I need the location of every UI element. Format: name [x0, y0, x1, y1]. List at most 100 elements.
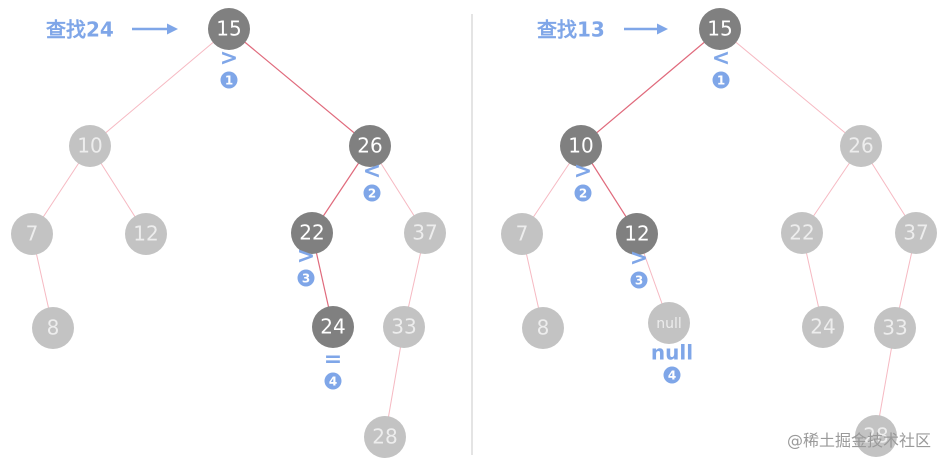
step-number-badge — [220, 71, 238, 89]
comparison-symbol: > — [574, 159, 592, 184]
node-label: 22 — [299, 221, 324, 245]
node-circle — [291, 212, 333, 254]
query-label: 查找13 — [537, 18, 605, 42]
node-label: 26 — [357, 134, 382, 158]
tree-node-22: 22 — [781, 212, 823, 254]
watermark: @稀土掘金技术社区 — [786, 431, 931, 450]
node-circle — [32, 307, 74, 349]
node-label: 7 — [516, 222, 529, 246]
panel-search-24: 查找24 15 10 26 7 12 22 37 8 24 33 28 >1 <2 >3 =4 — [11, 8, 446, 458]
node-label: 8 — [47, 316, 60, 340]
search-step-1: >1 — [220, 46, 238, 89]
comparison-symbol: null — [651, 341, 693, 365]
comparison-symbol: < — [712, 46, 730, 71]
tree-node-37: 37 — [895, 212, 937, 254]
search-step-4: null 4 — [651, 341, 693, 384]
step-number-badge — [297, 269, 315, 287]
node-circle — [312, 306, 354, 348]
node-label: 28 — [863, 424, 888, 448]
node-circle — [648, 302, 690, 344]
tree-node-24: 24 — [802, 306, 844, 348]
tree-node-33: 33 — [874, 307, 916, 349]
node-circle — [522, 307, 564, 349]
tree-node-22: 22 — [291, 212, 333, 254]
node-label: 15 — [707, 17, 732, 41]
node-label: 12 — [133, 222, 158, 246]
step-number-badge — [324, 372, 342, 390]
node-circle — [616, 213, 658, 255]
tree-edge — [89, 28, 230, 147]
step-number: 4 — [668, 369, 676, 383]
node-label: 24 — [320, 315, 345, 339]
node-label: 37 — [412, 221, 437, 245]
node-label: 33 — [882, 316, 907, 340]
tree-node-33: 33 — [383, 306, 425, 348]
step-number: 3 — [302, 272, 310, 286]
tree-node-7: 7 — [501, 213, 543, 255]
node-circle — [895, 212, 937, 254]
tree-node-37: 37 — [404, 212, 446, 254]
tree-node-8: 8 — [32, 307, 74, 349]
step-number-badge — [712, 71, 730, 89]
tree-node-10: 10 — [69, 125, 111, 167]
search-step-4: =4 — [324, 347, 342, 390]
arrow-right-icon — [167, 23, 178, 35]
node-circle — [383, 306, 425, 348]
node-label: 28 — [372, 425, 397, 449]
node-label: 7 — [26, 222, 39, 246]
node-label: 10 — [77, 134, 102, 158]
node-circle — [855, 415, 897, 457]
tree-node-28: 28 — [364, 416, 406, 458]
node-circle — [560, 125, 602, 167]
step-number-badge — [574, 184, 592, 202]
comparison-symbol: > — [297, 244, 315, 269]
tree-node-28: 28 — [855, 415, 897, 457]
node-label: 15 — [216, 17, 241, 41]
node-label: 26 — [848, 134, 873, 158]
node-label: 24 — [810, 315, 835, 339]
step-number: 1 — [225, 74, 233, 88]
node-label: 10 — [568, 134, 593, 158]
step-number-badge — [630, 271, 648, 289]
node-circle — [501, 213, 543, 255]
tree-node-24: 24 — [312, 306, 354, 348]
step-number: 3 — [635, 274, 643, 288]
step-number: 2 — [368, 187, 376, 201]
comparison-symbol: > — [630, 246, 648, 271]
comparison-symbol: > — [220, 46, 238, 71]
tree-node-12: 12 — [616, 213, 658, 255]
comparison-symbol: = — [324, 347, 342, 372]
node-label: 22 — [789, 221, 814, 245]
node-circle — [802, 306, 844, 348]
node-label: 8 — [537, 316, 550, 340]
node-circle — [11, 213, 53, 255]
node-circle — [69, 125, 111, 167]
tree-node-10: 10 — [560, 125, 602, 167]
tree-node-null: null — [648, 302, 690, 344]
tree-node-7: 7 — [11, 213, 53, 255]
node-circle — [208, 8, 250, 50]
tree-edge — [719, 28, 862, 147]
search-step-2: >2 — [574, 159, 592, 202]
tree-node-26: 26 — [840, 125, 882, 167]
tree-node-15: 15 — [699, 8, 741, 50]
tree-node-8: 8 — [522, 307, 564, 349]
node-label: 12 — [624, 222, 649, 246]
search-step-3: >3 — [297, 244, 315, 287]
step-number: 1 — [717, 74, 725, 88]
comparison-symbol: < — [363, 159, 381, 184]
tree-node-26: 26 — [349, 125, 391, 167]
step-number-badge — [363, 184, 381, 202]
node-circle — [404, 212, 446, 254]
node-label: 37 — [903, 221, 928, 245]
node-circle — [874, 307, 916, 349]
query-label: 查找24 — [46, 18, 114, 42]
search-step-1: <1 — [712, 46, 730, 89]
step-number: 2 — [579, 187, 587, 201]
node-circle — [781, 212, 823, 254]
node-label: 33 — [391, 315, 416, 339]
tree-node-15: 15 — [208, 8, 250, 50]
search-step-3: >3 — [630, 246, 648, 289]
